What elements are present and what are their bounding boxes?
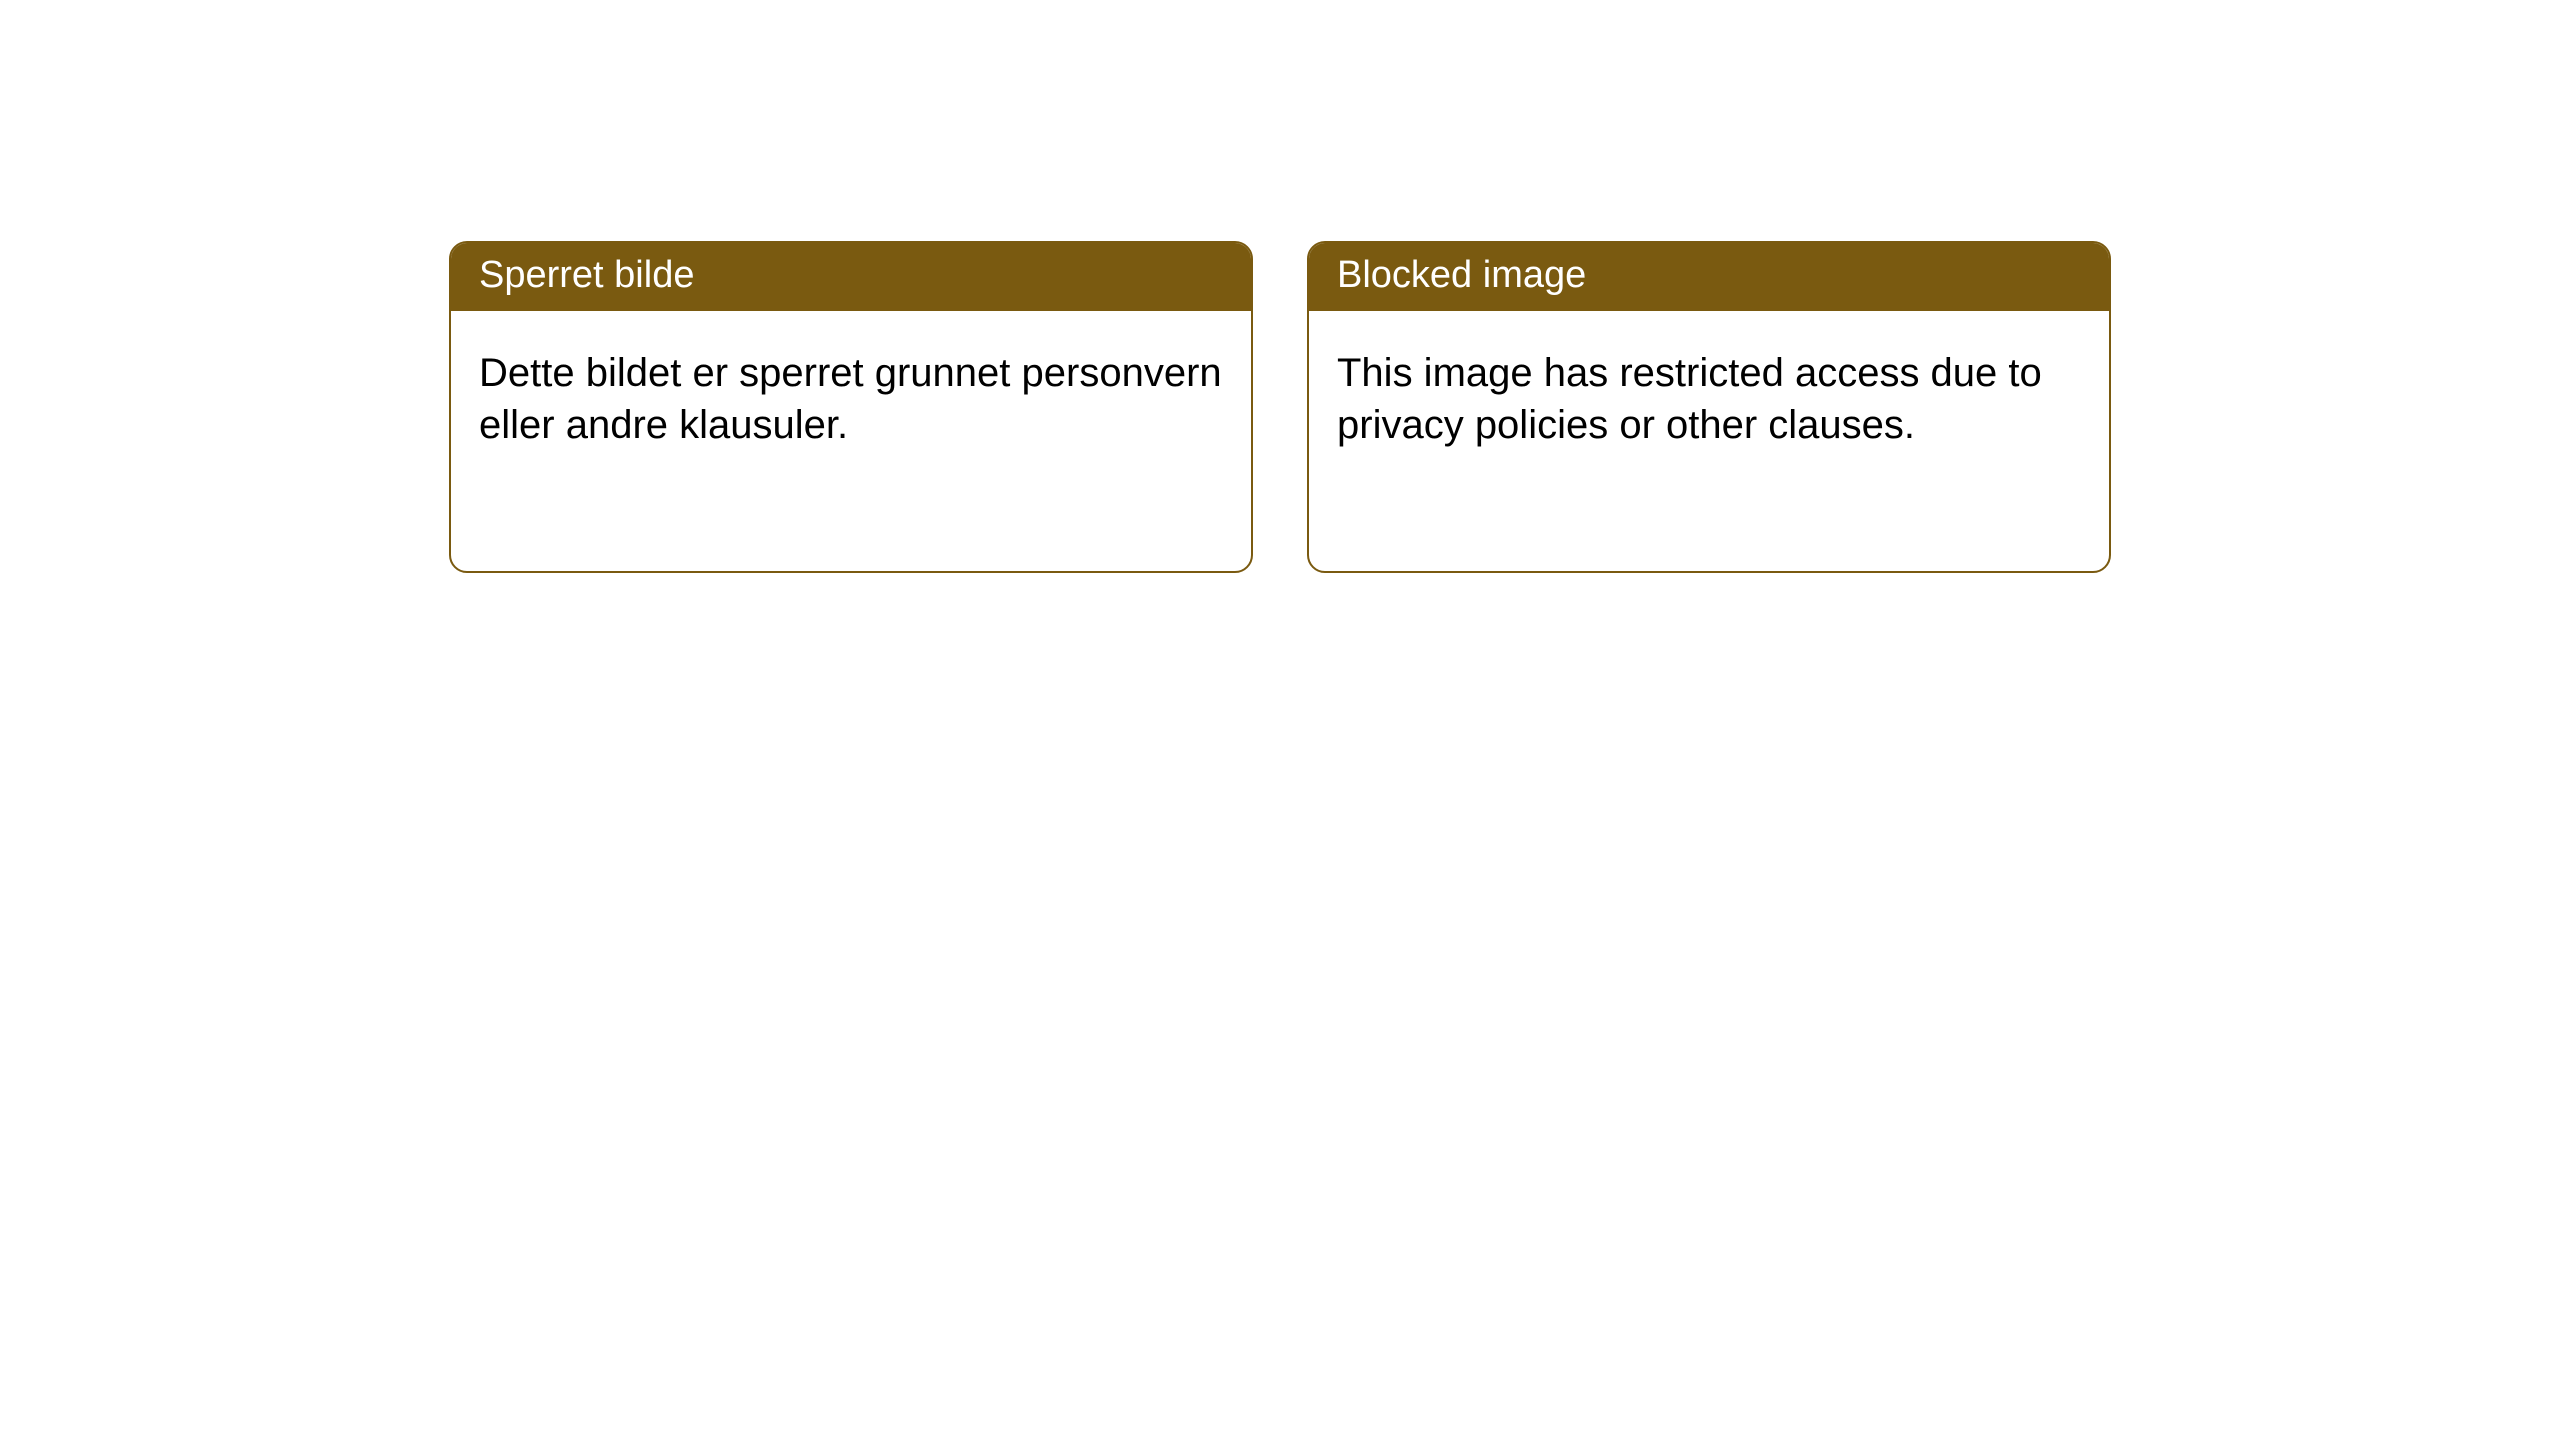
notice-body: This image has restricted access due to … bbox=[1309, 311, 2109, 479]
notice-container: Sperret bilde Dette bildet er sperret gr… bbox=[449, 241, 2111, 573]
notice-box-norwegian: Sperret bilde Dette bildet er sperret gr… bbox=[449, 241, 1253, 573]
notice-body-text: Dette bildet er sperret grunnet personve… bbox=[479, 351, 1222, 447]
notice-body: Dette bildet er sperret grunnet personve… bbox=[451, 311, 1251, 479]
notice-title: Blocked image bbox=[1337, 254, 1586, 296]
notice-header: Sperret bilde bbox=[451, 243, 1251, 311]
notice-header: Blocked image bbox=[1309, 243, 2109, 311]
notice-title: Sperret bilde bbox=[479, 254, 694, 296]
notice-body-text: This image has restricted access due to … bbox=[1337, 351, 2042, 447]
notice-box-english: Blocked image This image has restricted … bbox=[1307, 241, 2111, 573]
